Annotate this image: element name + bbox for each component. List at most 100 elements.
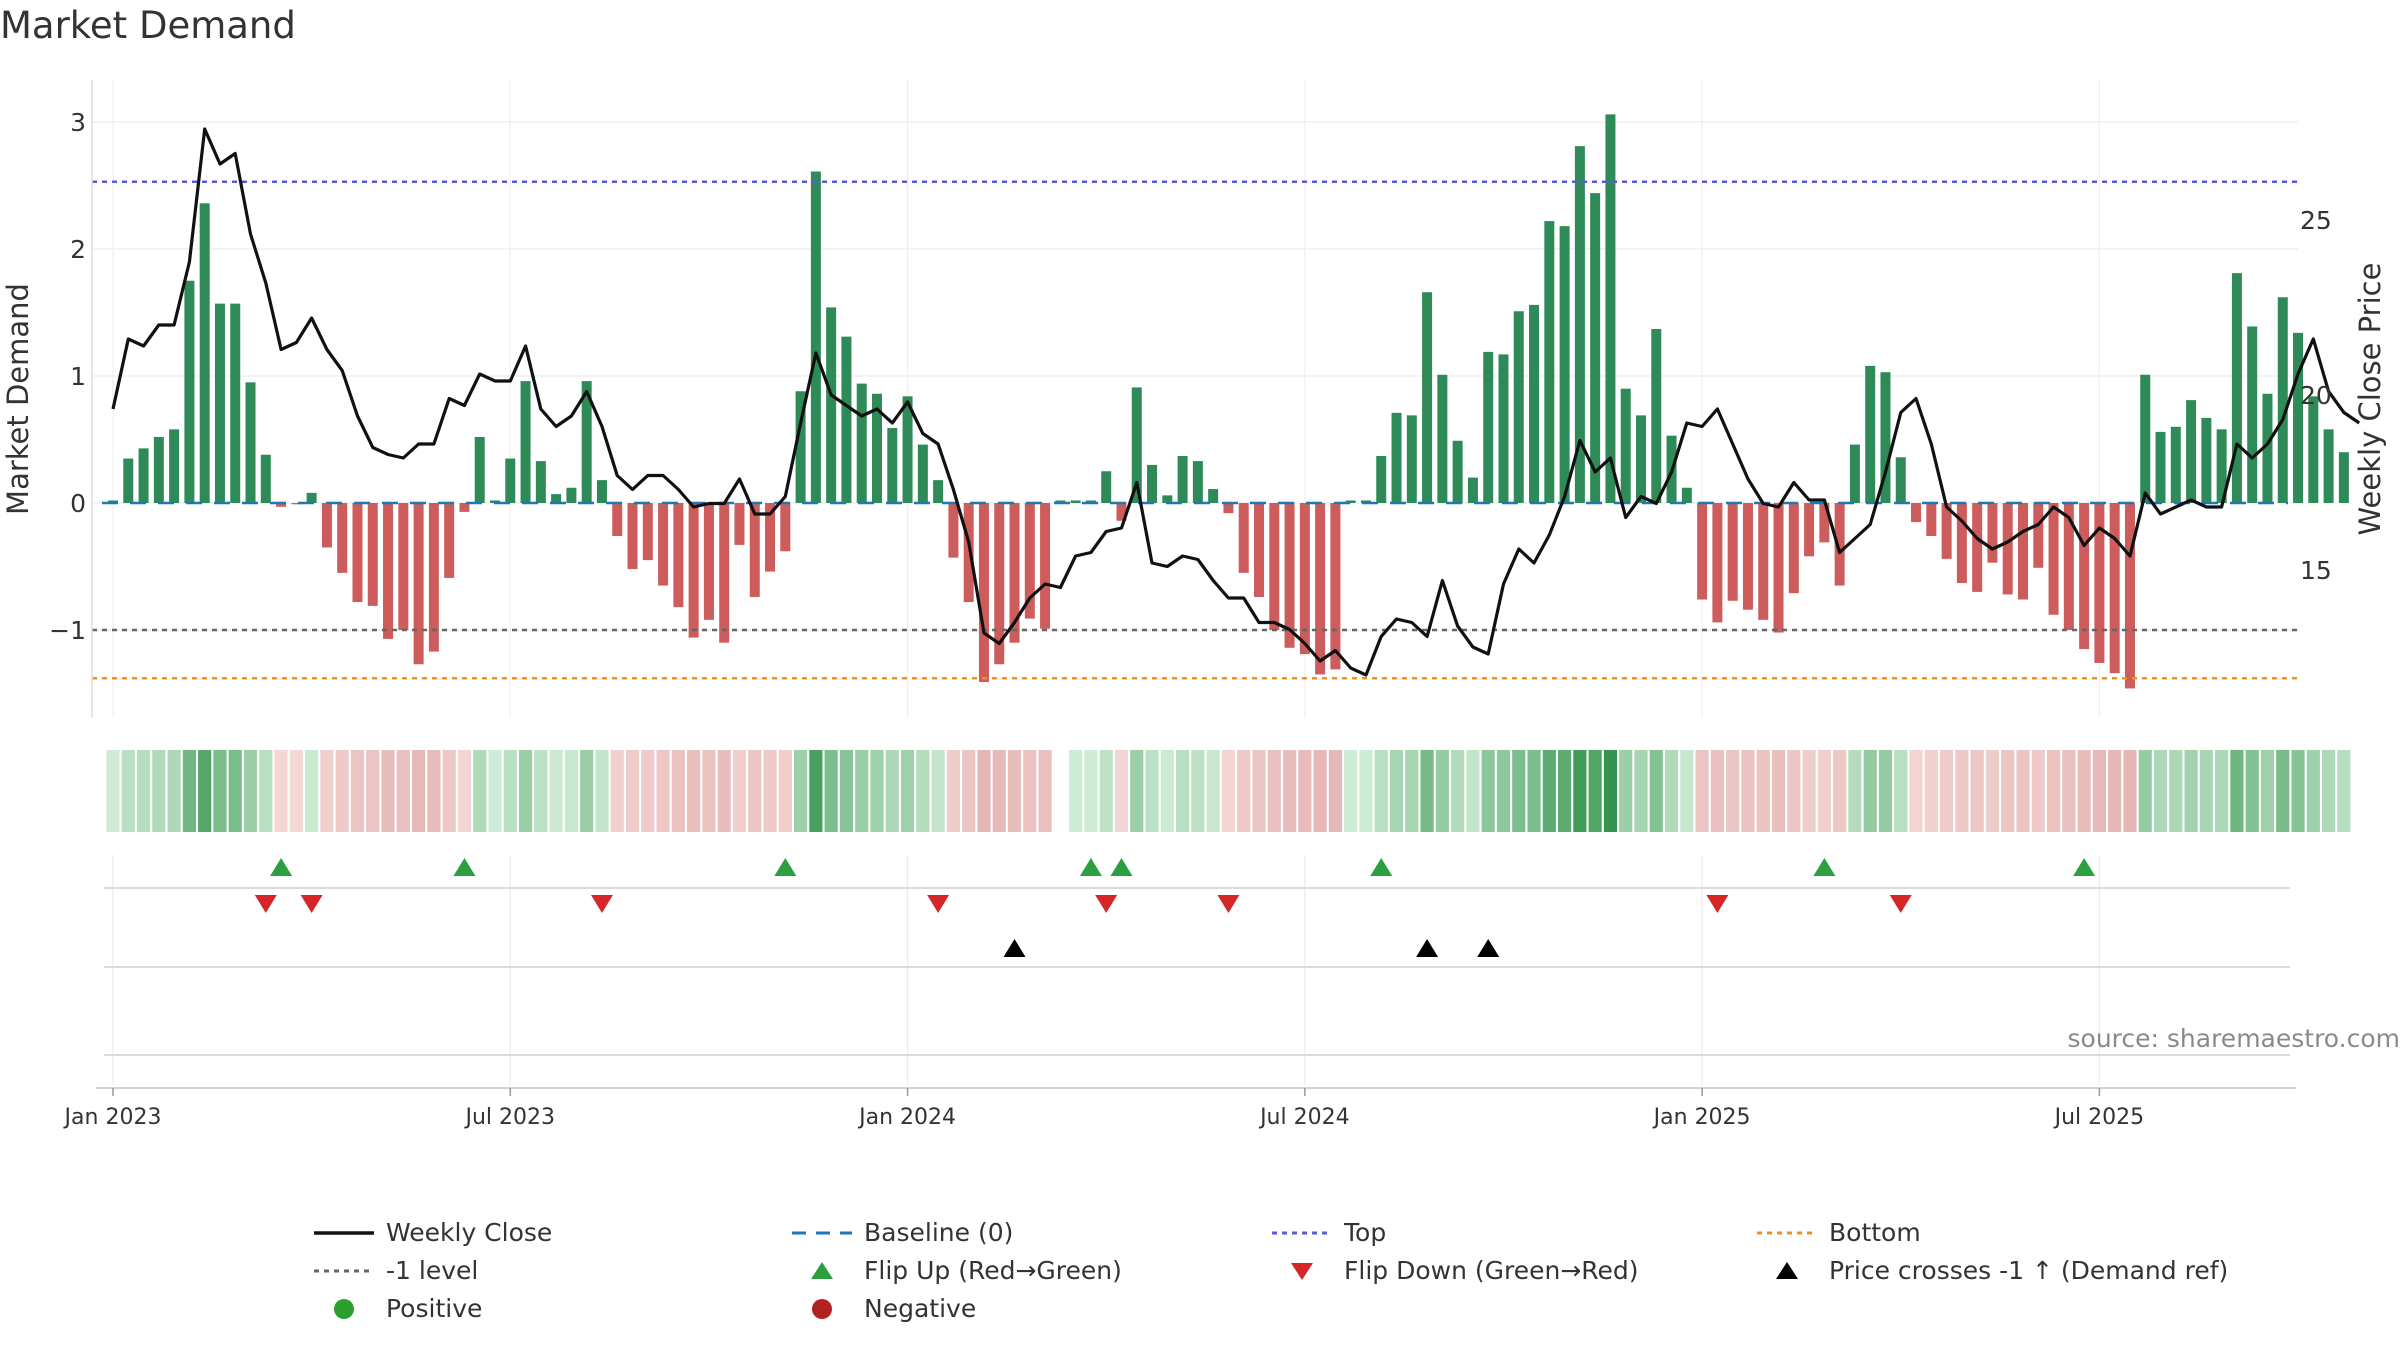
heat-cell (1924, 750, 1938, 832)
demand-bar (1498, 354, 1509, 503)
heat-cell (289, 750, 303, 832)
x-axis: Jan 2023 Jul 2023 Jan 2024 Jul 2024 Jan 2025… (63, 1087, 2296, 1130)
heat-cell (595, 750, 609, 832)
heat-cell (121, 750, 135, 832)
heat-cell (442, 750, 456, 832)
demand-bar (2155, 431, 2166, 503)
heat-cell (610, 750, 624, 832)
demand-bar (1972, 503, 1983, 592)
legend-item-minus-one-level: -1 level (312, 1256, 478, 1285)
demand-bar (872, 393, 882, 503)
heat-cell (1634, 750, 1648, 832)
heat-cell (243, 750, 258, 832)
heat-cell (1359, 750, 1373, 832)
flip-down-marker (1095, 895, 1118, 913)
demand-bar (1758, 503, 1769, 620)
heat-cell (732, 750, 747, 832)
legend-label: Flip Down (Green→Red) (1344, 1256, 1639, 1285)
heat-cell (412, 750, 426, 832)
demand-bar (1712, 503, 1723, 623)
heat-cell (1451, 750, 1465, 832)
heat-cell (1970, 750, 1984, 832)
heat-cell (1619, 750, 1633, 832)
heat-cell (2001, 750, 2015, 832)
heat-cell (427, 750, 441, 832)
demand-bar (1055, 500, 1066, 503)
demand-bar (1911, 503, 1922, 523)
heat-cell (977, 750, 991, 832)
demand-bar (1269, 503, 1280, 630)
flip-down-marker (927, 895, 950, 913)
demand-bar (1941, 503, 1952, 559)
legend-dotted-line-icon (1757, 1231, 1817, 1234)
legend-dashed-line-icon (792, 1231, 852, 1234)
demand-bar (184, 280, 195, 503)
demand-bar (1681, 487, 1692, 503)
legend-item-baseline: Baseline (0) (790, 1218, 1013, 1247)
heat-cell (2046, 750, 2061, 832)
heat-cell (1206, 750, 1220, 832)
demand-bar (612, 503, 623, 537)
demand-bar (2201, 417, 2212, 503)
demand-bar (2109, 503, 2120, 674)
demand-bar (1697, 503, 1708, 600)
heat-cell (198, 750, 212, 832)
heat-cell (182, 750, 196, 832)
heat-cell (2062, 750, 2076, 832)
heat-cell (1680, 750, 1694, 832)
legend-item-negative: Negative (790, 1294, 976, 1323)
demand-bar (1620, 388, 1631, 503)
demand-bar (214, 303, 225, 503)
heat-cell (1848, 750, 1862, 832)
flip-down-marker (254, 895, 277, 913)
heat-cell (1512, 750, 1526, 832)
demand-bar (810, 171, 821, 503)
heat-cell (2199, 750, 2213, 832)
legend-label: Negative (864, 1294, 977, 1323)
demand-bar (230, 303, 241, 503)
heat-cell (671, 750, 685, 832)
heat-cell (1756, 750, 1770, 832)
legend-label: Top (1344, 1218, 1387, 1247)
heat-cell (2260, 750, 2275, 832)
demand-bar (199, 203, 210, 503)
demand-bar (917, 444, 928, 503)
demand-bar (153, 436, 164, 503)
heat-cell (1833, 750, 1847, 832)
heat-cell (1160, 750, 1174, 832)
y-tick-label: 0 (70, 489, 86, 518)
heat-cell (1389, 750, 1404, 832)
x-tick-label: Jan 2025 (1652, 1105, 1751, 1130)
x-tick-label: Jan 2023 (63, 1105, 162, 1130)
y-tick-label: 1 (70, 362, 86, 391)
demand-bar (2323, 429, 2334, 503)
heat-cell (1909, 750, 1923, 832)
demand-bar (887, 428, 898, 503)
demand-bar (474, 436, 485, 503)
demand-bar (2338, 452, 2349, 503)
demand-bar (765, 503, 776, 572)
heat-cell (1282, 750, 1297, 832)
demand-bar (1223, 503, 1234, 514)
flip-up-marker (453, 858, 476, 876)
heat-cell (1435, 750, 1449, 832)
heat-cell (2077, 750, 2091, 832)
heat-cell (962, 750, 976, 832)
demand-bar (1651, 329, 1662, 503)
legend-item-top: Top (1270, 1218, 1386, 1247)
demand-bar (749, 503, 760, 597)
demand-bar (2094, 503, 2105, 664)
heat-cell (518, 750, 533, 832)
demand-bar (1773, 503, 1784, 633)
heat-cell (1114, 750, 1129, 832)
demand-bar (994, 503, 1005, 665)
demand-bar (459, 503, 470, 512)
demand-bar (444, 503, 455, 578)
demand-bar (1605, 114, 1616, 503)
legend-item-weekly-close: Weekly Close (312, 1218, 552, 1247)
y-axis-label: Market Demand (1, 283, 35, 515)
heat-cell (488, 750, 502, 832)
heat-cell (2291, 750, 2305, 832)
heat-cell (1176, 750, 1190, 832)
flip-up-marker (270, 858, 293, 876)
